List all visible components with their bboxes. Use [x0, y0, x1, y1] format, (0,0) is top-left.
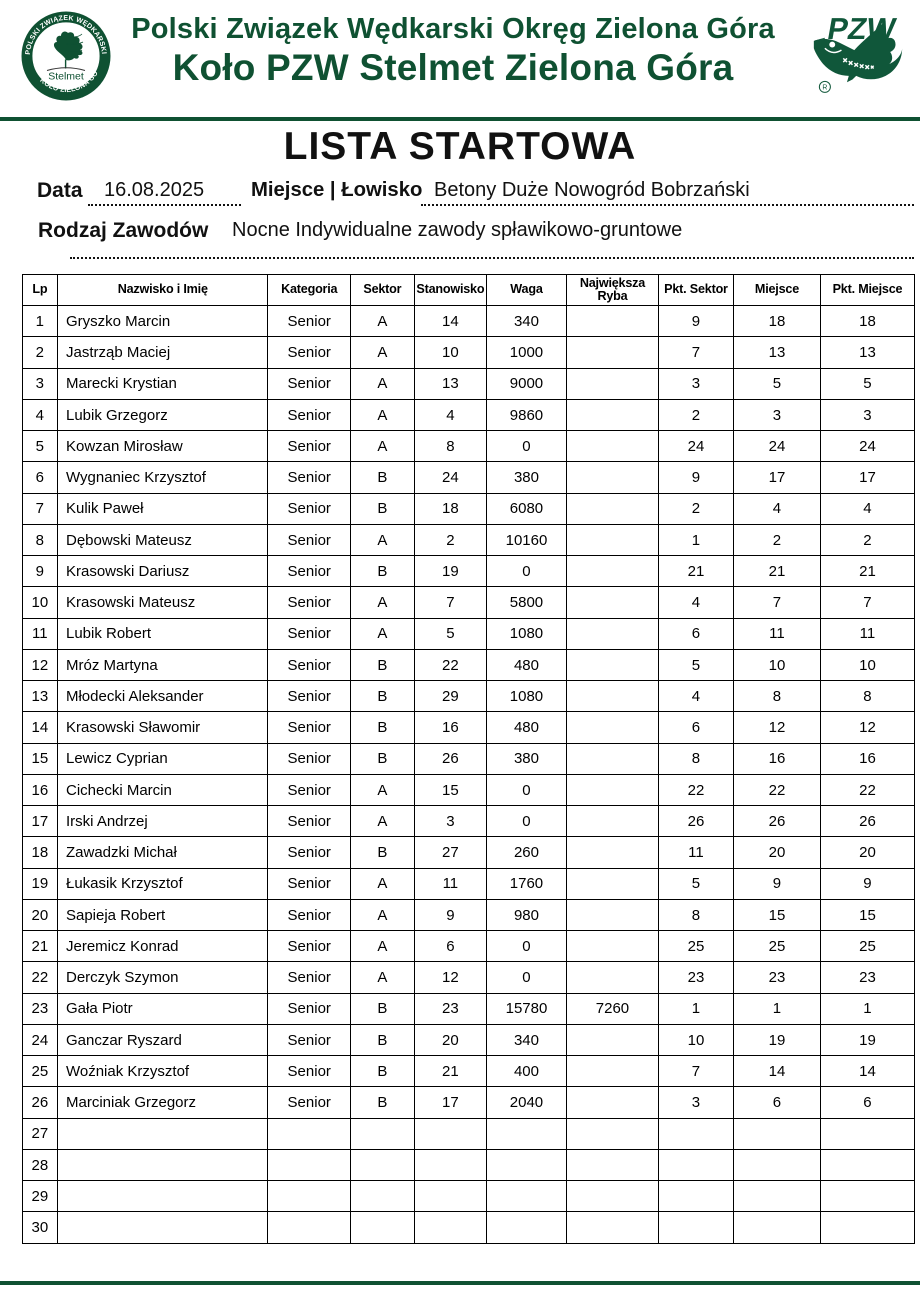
svg-text:Stelmet: Stelmet — [48, 71, 84, 83]
svg-text:PZW: PZW — [825, 13, 898, 46]
svg-text:R: R — [822, 85, 827, 92]
